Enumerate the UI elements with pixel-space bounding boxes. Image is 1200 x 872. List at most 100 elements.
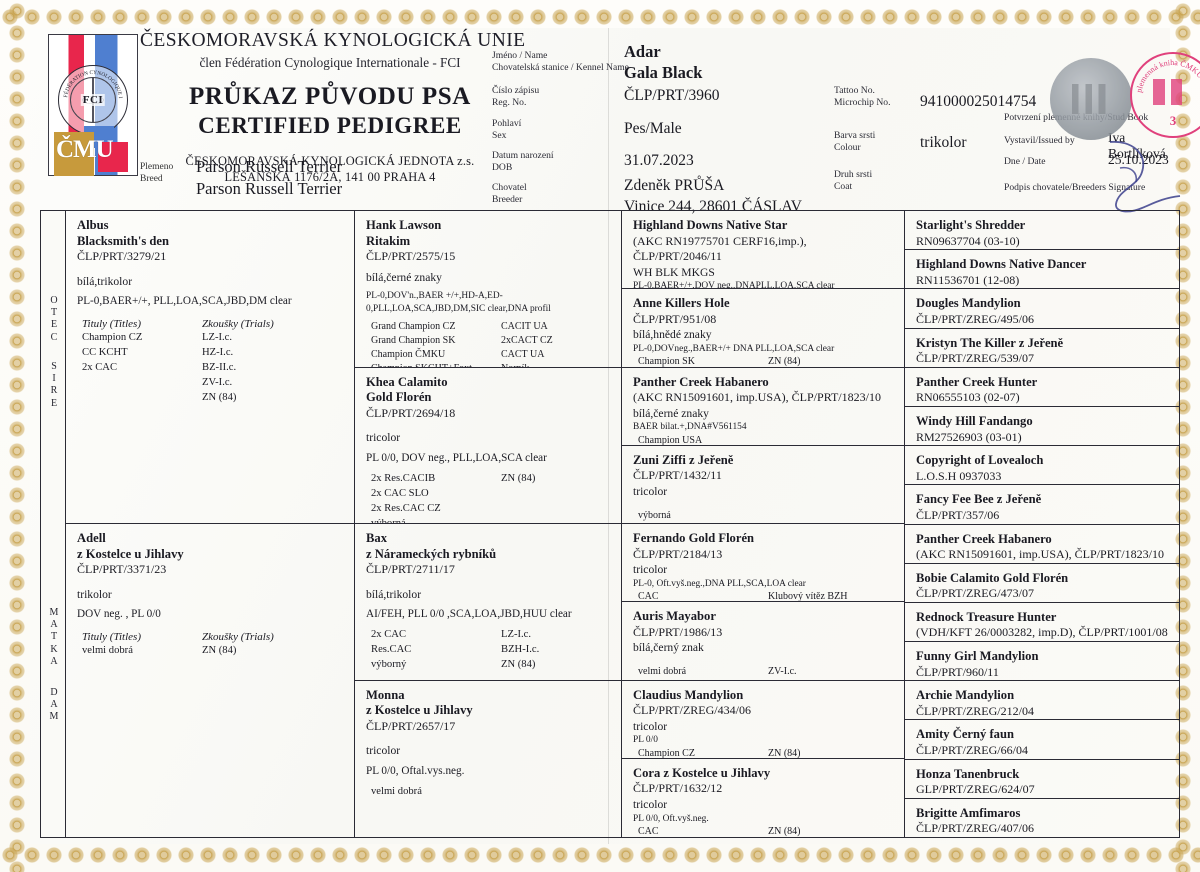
dog-titles-list: velmi dobrá: [371, 784, 612, 799]
dog-reg-no: ČLP/PRT/3279/21: [77, 249, 167, 264]
trial-item: LZ-I.c.: [202, 332, 232, 344]
breeder-signature-label: Podpis chovatele/Breeders Signature: [1004, 182, 1146, 193]
title-item: 2x CAC: [371, 629, 407, 641]
dog-name: Highland Downs Native Dancer: [916, 257, 1087, 272]
title-item: výborný: [371, 659, 407, 671]
pedigree-cell-g4-2: Highland Downs Native Dancer RN11536701 …: [905, 250, 1179, 290]
title-item: velmi dobrá: [371, 785, 422, 797]
dog-reg-no: ČLP/PRT/960/11: [916, 664, 999, 679]
dog-name: Claudius Mandylion: [633, 687, 744, 702]
kennel-name-value: Gala Black: [624, 63, 703, 82]
dog-name: Zuni Ziffi z Jeřeně: [633, 452, 734, 467]
pedigree-cell-g4-6: Windy Hill Fandango RM27526903 (03-01): [905, 407, 1179, 447]
title-item: CAC: [638, 825, 659, 837]
pedigree-cell-g3-3: Panther Creek Habanero (AKC RN15091601, …: [622, 368, 904, 446]
studbook-round-stamp: plemenná kniha ČMKU 3: [1130, 52, 1200, 138]
dog-reg-no: ČLP/PRT/357/06: [916, 507, 1000, 522]
trial-item: ZN (84): [501, 472, 536, 484]
trial-item: ZN (84): [202, 645, 237, 657]
dog-trials-list: ZN (84): [202, 643, 345, 658]
dog-name: Brigitte Amfimaros: [916, 805, 1021, 820]
trial-item: 2xCACT CZ: [501, 335, 553, 347]
colour-label-cz: Barva srsti: [834, 130, 876, 141]
dog-titles-list: 2x Res.CACIB 2x CAC SLO 2x Res.CAC CZ vý…: [371, 471, 501, 523]
sex-label-cz: Pohlaví: [492, 118, 522, 129]
dog-reg-no: ČLP/PRT/ZREG/407/06: [916, 821, 1034, 836]
pedigree-cell-g3-2: Anne Killers Hole ČLP/PRT/951/08 bílá,hn…: [622, 289, 904, 368]
dog-health-tests: PL-0,BAER+/+, PLL,LOA,SCA,JBD,DM clear: [77, 295, 292, 308]
reg-no-label-en: Reg. No.: [492, 97, 527, 108]
dog-trials-list: ZN (84): [768, 825, 895, 837]
titles-header: Tituly (Titles): [82, 631, 141, 644]
pedigree-cell-g3-8: Cora z Kostelce u Jihlavy ČLP/PRT/1632/1…: [622, 759, 904, 837]
tattoo-no-label: Tattoo No.: [834, 85, 875, 96]
pedigree-cell-g3-5: Fernando Gold Florén ČLP/PRT/2184/13 tri…: [622, 524, 904, 603]
dog-reg-no: RM27526903 (03-01): [916, 429, 1022, 444]
pedigree-cell-g4-7: Copyright of Lovealoch L.O.S.H 0937033: [905, 446, 1179, 486]
dog-titles-list: Champion USA Res.CACIB: [638, 434, 895, 445]
pedigree-cell-g4-3: Dougles Mandylion ČLP/PRT/ZREG/495/06: [905, 289, 1179, 329]
title-item: Champion CZ: [638, 747, 695, 759]
dog-reg-no: (VDH/KFT 26/0003282, imp.D), ČLP/PRT/100…: [916, 625, 1168, 640]
dog-name: Bobie Calamito Gold Florén: [916, 570, 1069, 585]
organization-address-line1: ČESKOMORAVSKÁ KYNOLOGICKÁ JEDNOTA z.s.: [185, 154, 475, 168]
dog-colour: tricolor: [366, 431, 401, 445]
dog-name: Funny Girl Mandylion: [916, 649, 1039, 664]
breeder-name-value: Zdeněk PRŮŠA: [624, 177, 725, 194]
pedigree-cell-g2-1: Hank Lawson Ritakim ČLP/PRT/2575/15 bílá…: [355, 211, 621, 368]
trial-item: ZN (84): [202, 392, 237, 404]
dog-name: Panther Creek Habanero: [916, 531, 1052, 546]
trials-header: Zkoušky (Trials): [202, 318, 274, 331]
pedigree-cell-g4-14: Amity Černý faun ČLP/PRT/ZREG/66/04: [905, 720, 1179, 760]
pedigree-generation-3: Highland Downs Native Star (AKC RN197757…: [622, 211, 905, 837]
dog-reg-no: ČLP/PRT/3371/23: [77, 562, 167, 577]
title-item: Res.CAC: [371, 644, 412, 656]
trial-item: BZ-II.c.: [202, 362, 237, 374]
dog-trials-list: ZV-I.c. ZN (84): [768, 665, 895, 679]
reg-no-value: ČLP/PRT/3960: [624, 87, 720, 104]
dog-colour: tricolor: [633, 563, 668, 577]
dog-health-tests: PL-0,DOVneg.,BAER+/+ DNA PLL,LOA,SCA cle…: [633, 344, 835, 355]
trial-item: ZN (84): [501, 659, 536, 671]
dog-colour: tricolor: [633, 719, 668, 733]
title-item: CC KCHT: [82, 347, 128, 359]
dog-reg-no: RN11536701 (12-08): [916, 272, 1020, 287]
organization-subtitle: člen Fédération Cynologique Internationa…: [199, 55, 461, 70]
dog-titles-list: 2x CAC Res.CAC výborný: [371, 627, 501, 672]
pedigree-cell-g2-3: Bax z Nárameckých rybníků ČLP/PRT/2711/1…: [355, 524, 621, 681]
dog-reg-no: ČLP/PRT/ZREG/434/06: [633, 703, 751, 718]
dog-name: Copyright of Lovealoch: [916, 453, 1044, 468]
dog-colour: bílá,černé znaky: [366, 270, 442, 284]
pedigree-columns: Albus Blacksmith's den ČLP/PRT/3279/21 b…: [66, 211, 1179, 837]
dog-trials-list: Klubový vítěz BZH PZ-I.c.: [768, 590, 895, 601]
title-item: Champion SKCHT+Foxt.: [371, 362, 501, 366]
titles-header: Tituly (Titles): [82, 318, 141, 331]
trials-header: Zkoušky (Trials): [202, 631, 274, 644]
title-item: Grand Champion SK: [371, 335, 456, 347]
dog-trials-list: LZ-I.c. HZ-I.c. BZ-II.c. ZV-I.c. ZN (84): [202, 330, 345, 405]
trial-item: ZV-I.c.: [768, 666, 797, 678]
title-item: 2x CAC SLO: [371, 487, 429, 499]
dob-label-en: DOB: [492, 162, 513, 173]
pedigree-cell-g4-10: Bobie Calamito Gold Florén ČLP/PRT/ZREG/…: [905, 564, 1179, 603]
decorative-border-bottom: [0, 842, 1200, 868]
fci-circle-emblem: FÉDÉRATION CYNOLOGIQUE INTERNATIONALE FC…: [58, 65, 128, 135]
dog-name-line2: Ritakim: [366, 233, 411, 248]
dog-name-line2: z Nárameckých rybníků: [366, 546, 497, 561]
pedigree-cell-g3-7: Claudius Mandylion ČLP/PRT/ZREG/434/06 t…: [622, 681, 904, 759]
dog-trials-list: ZN (84): [768, 747, 895, 758]
dog-colour: bílá,černý znak: [633, 641, 704, 655]
title-item: CAC: [638, 591, 659, 603]
colour-value: trikolor: [920, 134, 967, 151]
dog-reg-no: GLP/PRT/ZREG/624/07: [916, 782, 1035, 797]
dog-reg-no: ČLP/PRT/2184/13: [633, 546, 723, 561]
title-item: velmi dobrá: [638, 666, 687, 678]
microchip-no-label: Microchip No.: [834, 97, 891, 108]
title-item: výborná: [638, 509, 671, 521]
dog-name-line1: Bax: [366, 531, 387, 545]
